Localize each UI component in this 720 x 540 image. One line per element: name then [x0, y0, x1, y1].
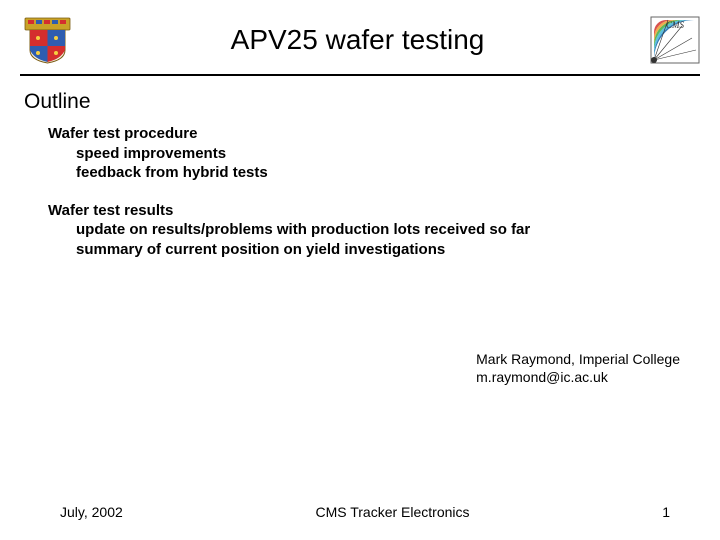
author-name: Mark Raymond, Imperial College: [476, 350, 680, 368]
section-sub: feedback from hybrid tests: [76, 163, 696, 183]
footer-title: CMS Tracker Electronics: [123, 504, 662, 520]
slide-footer: July, 2002 CMS Tracker Electronics 1: [0, 504, 720, 520]
svg-text:CMS: CMS: [666, 20, 685, 30]
outline-heading: Outline: [24, 90, 696, 114]
author-block: Mark Raymond, Imperial College m.raymond…: [476, 350, 680, 386]
slide-title: APV25 wafer testing: [75, 24, 650, 56]
section-sub: summary of current position on yield inv…: [76, 240, 696, 260]
section-sub: speed improvements: [76, 144, 696, 164]
outline-section-2: Wafer test results update on results/pro…: [48, 201, 696, 260]
author-email: m.raymond@ic.ac.uk: [476, 368, 680, 386]
slide-header: APV25 wafer testing CMS: [0, 0, 720, 70]
section-head: Wafer test procedure: [48, 124, 696, 144]
slide-content: Outline Wafer test procedure speed impro…: [0, 76, 720, 259]
crest-logo: [20, 16, 75, 64]
section-head: Wafer test results: [48, 201, 696, 221]
section-sub: update on results/problems with producti…: [76, 220, 696, 240]
outline-section-1: Wafer test procedure speed improvements …: [48, 124, 696, 183]
page-number: 1: [662, 504, 670, 520]
footer-date: July, 2002: [60, 504, 123, 520]
cms-logo: CMS: [650, 16, 700, 64]
